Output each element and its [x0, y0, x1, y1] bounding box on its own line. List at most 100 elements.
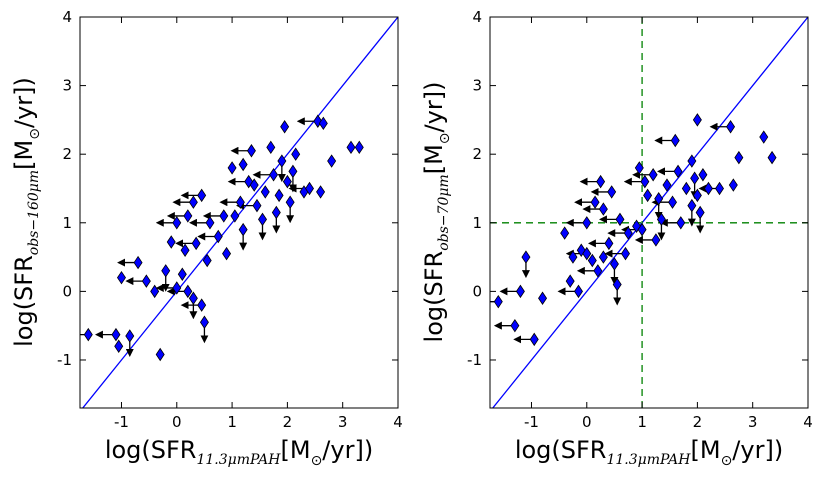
right-data-point [767, 150, 777, 165]
right-plot-clip [490, 17, 808, 408]
left-data-point [249, 178, 259, 192]
right-data-point [623, 226, 633, 240]
right-data-point [515, 284, 525, 299]
left-y-tick-label: 4 [62, 8, 72, 26]
left-data-point [316, 185, 326, 199]
left-data-point [188, 291, 198, 305]
left-data-point [125, 329, 135, 343]
left-y-axis-label: log(SFRobs−160μm[M⊙/yr]) [10, 77, 43, 347]
right-data-point [673, 164, 683, 179]
left-one-to-one-line [81, 17, 398, 408]
right-data-point [640, 174, 650, 189]
left-data-point [291, 147, 301, 161]
right-data-point [759, 130, 769, 144]
right-x-tick-label: 0 [582, 413, 592, 431]
right-data-point [651, 233, 661, 247]
right-data-point [668, 195, 677, 209]
right-data-point [690, 171, 700, 185]
right-x-tick-label: 2 [693, 413, 703, 431]
right-data-point [565, 274, 575, 288]
left-data-point [155, 347, 165, 362]
right-data-point [587, 253, 597, 268]
right-data-point [609, 257, 619, 271]
left-data-point [199, 315, 209, 329]
right-data-point [648, 168, 658, 182]
right-data-point [582, 246, 592, 261]
left-data-point [197, 298, 207, 312]
left-data-point [197, 188, 207, 203]
left-data-point [260, 185, 270, 199]
right-data-point [598, 250, 608, 264]
left-data-point [269, 168, 279, 182]
left-y-tick-label: 3 [62, 77, 72, 95]
left-x-tick-label: 1 [227, 413, 237, 431]
right-data-point [582, 216, 592, 230]
right-y-tick-label: 4 [472, 8, 482, 26]
right-data-point [568, 250, 578, 264]
left-data-point [266, 140, 276, 155]
right-y-tick-label: 3 [472, 77, 482, 95]
left-data-point [277, 154, 287, 168]
left-data-point [258, 212, 267, 227]
left-data-point [114, 339, 124, 353]
left-data-point [219, 209, 229, 223]
right-data-point [598, 202, 608, 216]
right-y-tick-label: 0 [472, 282, 482, 300]
right-data-point [728, 178, 738, 192]
right-data-point [662, 178, 672, 192]
right-data-point [656, 212, 666, 227]
left-data-point [205, 216, 215, 230]
right-data-point [604, 236, 614, 251]
left-data-point [172, 216, 182, 230]
left-data-point [252, 198, 262, 213]
left-data-point [141, 274, 151, 288]
right-plot-frame [489, 16, 809, 409]
right-data-point [715, 181, 724, 196]
right-data-point [590, 195, 600, 209]
left-data-point [274, 188, 284, 203]
left-data-point [227, 161, 237, 175]
left-data-point [183, 209, 193, 223]
left-y-tick-label: 2 [62, 145, 72, 163]
left-data-point [238, 157, 248, 172]
right-data-point [687, 154, 697, 168]
left-data-point [354, 140, 364, 155]
left-data-point [305, 181, 314, 196]
right-x-tick-label: 3 [748, 413, 758, 431]
left-data-point [150, 284, 160, 299]
right-x-tick-label: 4 [803, 413, 813, 431]
left-data-point [327, 154, 337, 168]
right-data-point [521, 250, 531, 264]
left-data-point [222, 246, 232, 261]
right-data-point [687, 198, 697, 213]
left-data-point [213, 229, 223, 244]
left-data-point [172, 281, 182, 295]
right-data-point [560, 226, 570, 240]
right-data-point [615, 212, 625, 227]
right-one-to-one-line [491, 17, 808, 408]
left-data-point [202, 253, 212, 268]
right-data-point [634, 161, 644, 175]
left-data-point [191, 236, 201, 251]
right-data-point [643, 188, 653, 203]
left-data-point [83, 327, 93, 342]
left-plot-area: -1 0 1 2 3 4 -1 0 1 2 3 4 [57, 8, 403, 431]
right-data-point [596, 174, 606, 189]
right-data-point [654, 192, 664, 206]
right-data-point [593, 264, 603, 278]
right-data-point [703, 181, 713, 196]
left-data-point [183, 284, 193, 299]
right-data-point [670, 133, 680, 148]
right-data-point [726, 120, 736, 134]
left-x-tick-label: 4 [393, 413, 403, 431]
right-data-point [510, 318, 520, 333]
left-data-point [188, 195, 198, 209]
left-data-point [318, 116, 328, 131]
right-x-axis-label: log(SFR11.3μmPAH[M⊙/yr]) [515, 436, 783, 469]
left-data-point [161, 264, 171, 278]
right-data-point [698, 168, 708, 182]
left-x-tick-label: 3 [338, 413, 348, 431]
right-y-tick-label: 1 [472, 214, 482, 232]
